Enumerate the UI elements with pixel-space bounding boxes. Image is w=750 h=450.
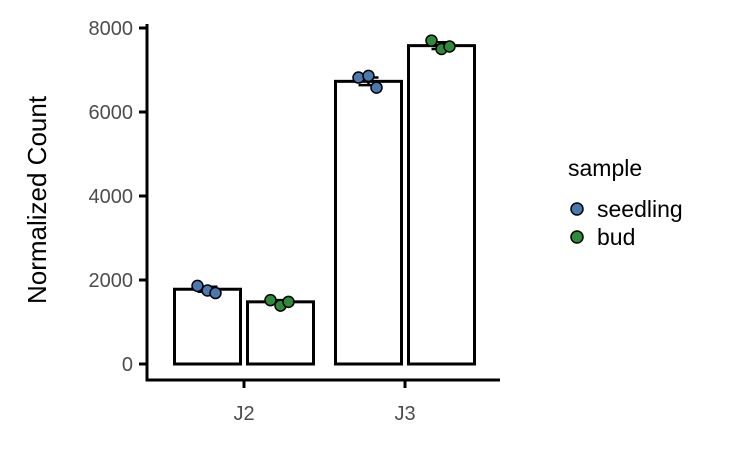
point-j2-seedling-1 — [191, 279, 204, 293]
point-j3-seedling-3 — [370, 81, 383, 94]
point-j3-seedling-2 — [362, 69, 375, 83]
bar-j2-seedling — [173, 287, 242, 366]
bar-j3-bud — [407, 44, 476, 366]
legend-label-seedling: seedling — [597, 196, 683, 222]
x-tick-label-j3: J3 — [394, 403, 415, 425]
bar-j3-seedling — [334, 79, 403, 366]
point-j3-bud-3 — [443, 40, 456, 53]
bars-layer — [173, 34, 476, 366]
legend-key-seedling — [570, 202, 584, 216]
point-j3-bud-1 — [425, 34, 438, 47]
y-tick-label-4000: 4000 — [89, 186, 134, 208]
y-tick-label-0: 0 — [122, 354, 133, 376]
axes-layer: 0 2000 4000 6000 8000 J2 J3 — [89, 18, 500, 425]
y-axis-title: Normalized Count — [22, 95, 52, 304]
y-tick-label-8000: 8000 — [89, 18, 134, 40]
y-tick-label-6000: 6000 — [89, 102, 134, 124]
point-j3-seedling-1 — [352, 71, 365, 84]
y-tick-label-2000: 2000 — [89, 270, 134, 292]
legend-title: sample — [568, 155, 642, 181]
point-j2-bud-1 — [264, 293, 277, 307]
legend-label-bud: bud — [597, 224, 635, 250]
legend-key-bud — [570, 230, 584, 244]
point-j2-bud-3 — [282, 295, 295, 309]
point-j2-seedling-3 — [209, 286, 222, 300]
x-tick-label-j2: J2 — [233, 403, 254, 425]
